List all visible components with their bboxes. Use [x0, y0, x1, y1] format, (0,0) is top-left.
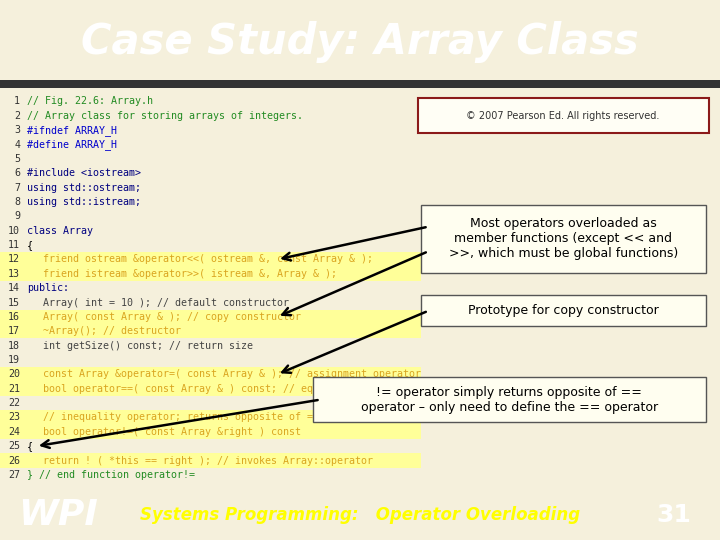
Text: 8: 8 — [14, 197, 20, 207]
Text: Array( int = 10 ); // default constructor: Array( int = 10 ); // default constructo… — [43, 298, 289, 308]
Text: using std::ostream;: using std::ostream; — [27, 183, 141, 193]
FancyBboxPatch shape — [0, 324, 421, 339]
Text: bool operator!=( const Array &right ) const: bool operator!=( const Array &right ) co… — [43, 427, 301, 437]
FancyBboxPatch shape — [0, 410, 421, 424]
Text: 26: 26 — [8, 456, 20, 465]
Text: 2: 2 — [14, 111, 20, 121]
Text: 6: 6 — [14, 168, 20, 178]
Text: friend ostream &operator<<( ostream &, const Array & );: friend ostream &operator<<( ostream &, c… — [43, 254, 373, 265]
Text: {: { — [27, 441, 33, 451]
Text: 10: 10 — [8, 226, 20, 236]
Text: 9: 9 — [14, 211, 20, 221]
Text: #define ARRAY_H: #define ARRAY_H — [27, 139, 117, 150]
Text: return ! ( *this == right ); // invokes Array::operator: return ! ( *this == right ); // invokes … — [43, 456, 373, 465]
FancyBboxPatch shape — [0, 382, 421, 396]
FancyBboxPatch shape — [0, 310, 421, 324]
Text: #ifndef ARRAY_H: #ifndef ARRAY_H — [27, 125, 117, 136]
Text: Most operators overloaded as
member functions (except << and
>>, which must be g: Most operators overloaded as member func… — [449, 218, 678, 260]
FancyBboxPatch shape — [0, 252, 421, 267]
Text: 7: 7 — [14, 183, 20, 193]
Text: 11: 11 — [8, 240, 20, 250]
Text: class Array: class Array — [27, 226, 94, 236]
Text: #include <iostream>: #include <iostream> — [27, 168, 141, 178]
Text: 24: 24 — [8, 427, 20, 437]
Text: 16: 16 — [8, 312, 20, 322]
Text: // Fig. 22.6: Array.h: // Fig. 22.6: Array.h — [27, 97, 153, 106]
Text: 19: 19 — [8, 355, 20, 365]
Text: public:: public: — [27, 283, 69, 293]
Text: != operator simply returns opposite of ==
operator – only need to define the == : != operator simply returns opposite of =… — [361, 386, 658, 414]
Text: 23: 23 — [8, 413, 20, 422]
FancyBboxPatch shape — [0, 424, 421, 439]
Text: WPI: WPI — [18, 498, 98, 532]
Text: 21: 21 — [8, 384, 20, 394]
Text: 5: 5 — [14, 154, 20, 164]
Text: const Array &operator=( const Array & ); // assignment operator: const Array &operator=( const Array & );… — [43, 369, 421, 380]
Text: } // end function operator!=: } // end function operator!= — [27, 470, 195, 480]
Text: 25: 25 — [8, 441, 20, 451]
Text: 3: 3 — [14, 125, 20, 135]
Text: 14: 14 — [8, 283, 20, 293]
FancyBboxPatch shape — [418, 98, 709, 133]
Text: 20: 20 — [8, 369, 20, 380]
Text: // inequality operator; returns opposite of == operator: // inequality operator; returns opposite… — [43, 413, 373, 422]
Text: 12: 12 — [8, 254, 20, 265]
Text: // Array class for storing arrays of integers.: // Array class for storing arrays of int… — [27, 111, 303, 121]
Text: 27: 27 — [8, 470, 20, 480]
Text: {: { — [27, 240, 33, 250]
Text: ~Array(); // destructor: ~Array(); // destructor — [43, 326, 181, 336]
Text: 22: 22 — [8, 398, 20, 408]
Text: 18: 18 — [8, 341, 20, 350]
Text: Prototype for copy constructor: Prototype for copy constructor — [468, 304, 659, 318]
Text: Case Study: Array Class: Case Study: Array Class — [81, 21, 639, 63]
Text: 13: 13 — [8, 269, 20, 279]
Text: 17: 17 — [8, 326, 20, 336]
Text: 4: 4 — [14, 139, 20, 150]
FancyBboxPatch shape — [421, 205, 706, 273]
Text: 31: 31 — [657, 503, 691, 527]
FancyBboxPatch shape — [313, 377, 706, 422]
FancyBboxPatch shape — [421, 295, 706, 326]
Text: 1: 1 — [14, 97, 20, 106]
FancyBboxPatch shape — [0, 454, 421, 468]
Text: using std::istream;: using std::istream; — [27, 197, 141, 207]
FancyBboxPatch shape — [0, 80, 720, 88]
FancyBboxPatch shape — [0, 367, 421, 382]
Text: Systems Programming:   Operator Overloading: Systems Programming: Operator Overloadin… — [140, 506, 580, 524]
Text: friend istream &operator>>( istream &, Array & );: friend istream &operator>>( istream &, A… — [43, 269, 337, 279]
Text: 15: 15 — [8, 298, 20, 308]
Text: bool operator==( const Array & ) const; // equality operator: bool operator==( const Array & ) const; … — [43, 384, 403, 394]
FancyBboxPatch shape — [0, 267, 421, 281]
Text: int getSize() const; // return size: int getSize() const; // return size — [43, 341, 253, 350]
Text: © 2007 Pearson Ed. All rights reserved.: © 2007 Pearson Ed. All rights reserved. — [467, 111, 660, 120]
Text: Array( const Array & ); // copy constructor: Array( const Array & ); // copy construc… — [43, 312, 301, 322]
